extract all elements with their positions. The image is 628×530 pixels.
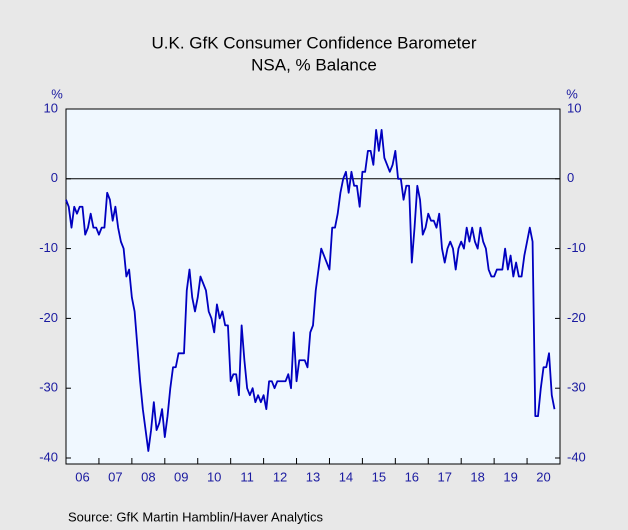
x-tick-label: 19 — [503, 469, 517, 484]
y-tick-label: -30 — [39, 380, 58, 395]
chart-title: U.K. GfK Consumer Confidence Barometer — [151, 33, 476, 52]
y-tick-label: -40 — [39, 449, 58, 464]
y2-tick-label: -20 — [567, 310, 586, 325]
y-tick-label: -10 — [39, 240, 58, 255]
x-tick-label: 16 — [405, 469, 419, 484]
y2-tick-label: 10 — [567, 100, 581, 115]
x-tick-label: 13 — [306, 469, 320, 484]
y-axis-unit: % — [51, 86, 63, 101]
x-tick-label: 07 — [108, 469, 122, 484]
x-tick-label: 08 — [141, 469, 155, 484]
y2-tick-label: -10 — [567, 240, 586, 255]
data-line — [65, 129, 556, 452]
x-tick-label: 15 — [372, 469, 386, 484]
y-tick-label: -20 — [39, 310, 58, 325]
y-tick-label: 10 — [44, 100, 58, 115]
source-note: Source: GfK Martin Hamblin/Haver Analyti… — [68, 509, 324, 524]
x-tick-label: 11 — [240, 469, 254, 484]
x-tick-label: 20 — [536, 469, 550, 484]
x-tick-label: 12 — [273, 469, 287, 484]
x-tick-label: 06 — [75, 469, 89, 484]
y2-tick-label: -30 — [567, 380, 586, 395]
chart-subtitle: NSA, % Balance — [251, 55, 377, 74]
x-tick-label: 09 — [174, 469, 188, 484]
plot-area — [65, 108, 561, 465]
y2-axis-unit: % — [566, 86, 578, 101]
x-tick-label: 14 — [339, 469, 353, 484]
x-tick-label: 18 — [470, 469, 484, 484]
x-tick-label: 17 — [437, 469, 451, 484]
x-tick-label: 10 — [207, 469, 221, 484]
y-tick-label: 0 — [51, 170, 58, 185]
y2-tick-label: 0 — [567, 170, 574, 185]
y2-tick-label: -40 — [567, 449, 586, 464]
